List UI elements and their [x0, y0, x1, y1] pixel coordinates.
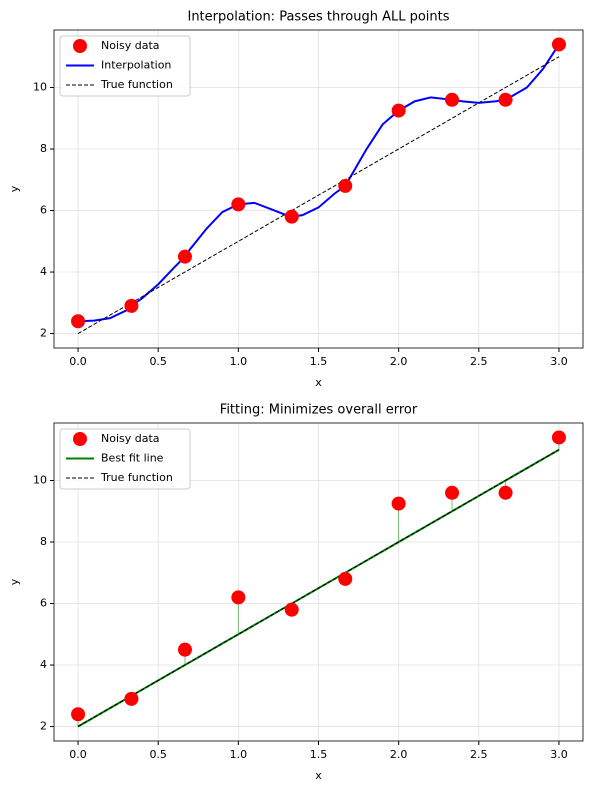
data-point	[231, 590, 246, 605]
data-point	[445, 92, 460, 107]
data-point	[445, 485, 460, 500]
chart-title: Fitting: Minimizes overall error	[220, 403, 418, 418]
legend-box	[59, 35, 191, 97]
x-tick-label: 2.0	[390, 355, 408, 368]
series-line	[77, 56, 560, 334]
chart-title: Interpolation: Passes through ALL points	[187, 10, 449, 25]
x-tick-label: 1.5	[310, 355, 328, 368]
legend-label: True function	[100, 471, 173, 484]
series-line	[77, 449, 560, 727]
y-axis-label: y	[8, 185, 21, 192]
x-tick-label: 3.0	[550, 748, 568, 761]
y-tick-label: 2	[40, 327, 47, 340]
y-axis-label: y	[8, 578, 21, 585]
x-tick-label: 1.5	[310, 748, 328, 761]
y-tick-label: 6	[40, 597, 47, 610]
legend-marker	[73, 39, 87, 53]
data-point	[498, 92, 513, 107]
axes-frame	[53, 29, 584, 349]
x-tick-label: 0.0	[69, 355, 87, 368]
legend: Noisy data Interpolation True function	[59, 35, 191, 97]
data-point	[177, 249, 192, 264]
plot-area	[71, 37, 566, 334]
data-point	[177, 642, 192, 657]
legend-label: Best fit line	[101, 452, 164, 465]
data-point	[391, 496, 406, 511]
plot-area	[71, 430, 566, 728]
x-tick-label: 0.0	[69, 748, 87, 761]
data-point	[551, 430, 566, 445]
data-point	[71, 707, 86, 722]
data-point	[231, 197, 246, 212]
data-point	[124, 691, 139, 706]
x-tick-label: 3.0	[550, 355, 568, 368]
legend: Noisy data Best fit line True function	[59, 428, 191, 490]
legend-box	[59, 428, 191, 490]
x-axis-label: x	[315, 769, 322, 782]
data-point	[338, 178, 353, 193]
data-point	[391, 103, 406, 118]
x-tick-label: 1.0	[230, 355, 248, 368]
data-point	[551, 37, 566, 52]
x-axis-label: x	[315, 376, 322, 389]
y-tick-label: 4	[40, 658, 47, 671]
y-tick-label: 10	[33, 81, 47, 94]
data-point	[284, 209, 299, 224]
data-point	[71, 314, 86, 329]
data-point	[498, 485, 513, 500]
x-tick-label: 0.5	[149, 355, 167, 368]
legend-label: Noisy data	[101, 39, 160, 52]
y-tick-label: 6	[40, 204, 47, 217]
chart-panel: Interpolation: Passes through ALL points…	[8, 10, 584, 389]
x-tick-label: 2.0	[390, 748, 408, 761]
legend-label: Noisy data	[101, 432, 160, 445]
y-tick-label: 4	[40, 265, 47, 278]
x-tick-label: 2.5	[470, 748, 488, 761]
chart-panel: Fitting: Minimizes overall error 0.0 0.5 1.…	[8, 403, 584, 782]
legend-label: Interpolation	[101, 59, 171, 72]
legend-marker	[73, 432, 87, 446]
x-tick-label: 1.0	[230, 748, 248, 761]
x-tick-label: 0.5	[149, 748, 167, 761]
y-tick-label: 2	[40, 720, 47, 733]
legend-label: True function	[100, 78, 173, 91]
data-point	[338, 571, 353, 586]
data-point	[284, 602, 299, 617]
y-tick-label: 10	[33, 474, 47, 487]
x-tick-label: 2.5	[470, 355, 488, 368]
y-tick-label: 8	[40, 142, 47, 155]
axes-frame	[53, 422, 584, 742]
data-point	[124, 298, 139, 313]
y-tick-label: 8	[40, 535, 47, 548]
